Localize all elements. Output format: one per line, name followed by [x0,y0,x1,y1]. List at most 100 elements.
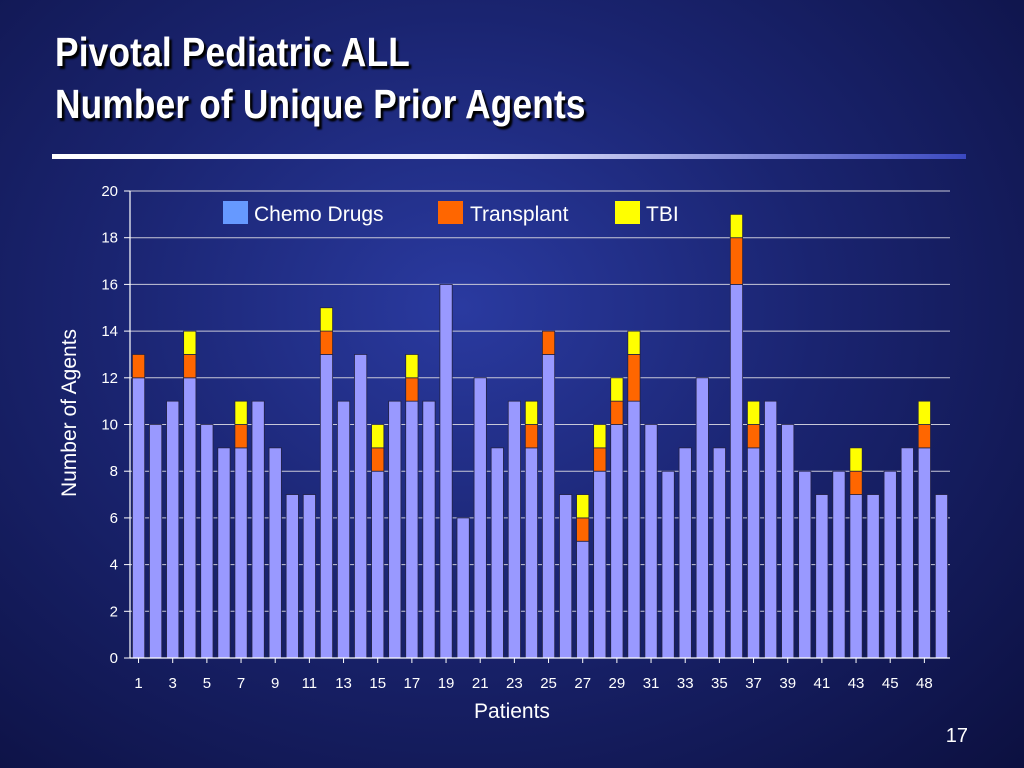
x-tick-label: 7 [237,675,245,692]
bar-chemo [559,494,573,659]
y-tick-label: 8 [110,463,118,480]
bar-chemo [439,283,453,659]
bar-tbi [729,213,744,239]
x-tick-label: 37 [745,675,762,692]
bar-chemo [354,354,368,659]
bar-chemo [576,540,590,659]
bar-chemo [388,400,402,659]
bar-chemo [934,494,949,659]
bar-chemo [524,447,539,659]
bar-chemo [251,400,265,659]
bar-tbi [371,424,385,449]
legend-transplant-swatch [438,201,463,224]
x-tick-label: 11 [302,675,318,692]
legend-chemo-drugs-label: Chemo Drugs [254,203,384,226]
x-tick-label: 19 [438,675,455,692]
bar-tbi [627,330,641,355]
legend-chemo-drugs-swatch [223,201,248,224]
bar-chemo [285,494,299,659]
legend-tbi-swatch [615,201,640,224]
bar-chemo [371,470,385,659]
bar-chemo [815,494,829,659]
title-underline [52,154,966,159]
bar-chemo [866,494,880,659]
page-number: 17 [945,725,968,747]
bar-transplant [371,447,385,472]
x-axis-label: Patients [474,700,550,723]
bar-chemo [695,377,709,659]
bar-transplant [576,517,590,542]
bar-chemo [883,470,897,659]
slide-title-line-1: Pivotal Pediatric ALL [55,29,410,75]
bar-tbi [234,400,248,425]
bar-transplant [627,354,641,402]
legend-transplant-label: Transplant [470,203,569,226]
bar-chemo [166,400,180,659]
bar-tbi [183,330,197,355]
bar-chemo [712,447,726,659]
bar-chemo [217,447,231,659]
x-tick-label: 25 [540,675,557,692]
x-tick-label: 35 [711,675,728,692]
x-tick-label: 23 [506,675,523,692]
bar-transplant [541,330,556,355]
y-tick-label: 0 [110,650,118,667]
bar-transplant [234,424,248,449]
bar-chemo [849,494,863,659]
bar-chemo [200,424,214,659]
bar-transplant [917,424,931,449]
bar-chemo [593,470,607,659]
x-tick-label: 15 [369,675,386,692]
x-tick-label: 48 [916,675,933,692]
bar-transplant [746,424,761,449]
x-tick-label: 17 [404,675,421,692]
bar-chemo [302,494,316,659]
bar-tbi [917,400,931,425]
x-tick-label: 33 [677,675,694,692]
bar-tbi [610,377,624,402]
x-tick-labels: 1 3 5 7 9 11 13 15 17 19 21 23 25 27 29 31 33 35 37 39 41 43 4… [134,658,933,692]
slide-title: Pivotal Pediatric ALL Number of Unique P… [55,26,586,130]
bar-tbi [405,354,419,379]
x-tick-label: 1 [134,675,142,692]
y-tick-label: 20 [101,183,118,200]
x-tick-label: 29 [609,675,626,692]
bar-tbi [576,494,590,519]
bar-chemo [405,400,419,659]
bar-chemo [234,447,248,659]
bar-tbi [746,400,761,425]
bar-chemo [781,424,795,659]
y-tick-label: 14 [101,323,118,340]
x-tick-label: 3 [169,675,177,692]
bar-chemo [473,377,487,659]
bar-tbi [593,424,607,449]
bar-chemo [131,377,146,659]
bar-chemo [644,424,658,659]
bar-chemo [661,470,675,659]
x-tick-label: 9 [271,675,279,692]
bar-chemo [610,424,624,659]
bar-chemo [917,447,931,659]
bar-chemo [729,283,744,659]
bar-chemo [319,354,334,659]
y-tick-label: 4 [110,557,118,574]
bar-chemo [507,400,521,659]
y-tick-label: 2 [110,603,118,620]
x-tick-label: 21 [472,675,489,692]
bar-tbi [319,307,334,332]
bar-transplant [849,470,863,495]
bar-transplant [610,400,624,425]
slide-title-line-2: Number of Unique Prior Agents [55,81,586,127]
bar-chemo [183,377,197,659]
chart-legend: Chemo Drugs Transplant TBI [223,201,679,226]
bar-chemo [268,447,282,659]
bar-chemo [456,517,470,659]
bar-chemo [678,447,692,659]
bar-chemo [746,447,761,659]
bar-chemo [627,400,641,659]
x-tick-label: 13 [335,675,352,692]
bar-tbi [849,447,863,472]
y-tick-label: 16 [101,276,118,293]
bar-chemo [832,470,846,659]
